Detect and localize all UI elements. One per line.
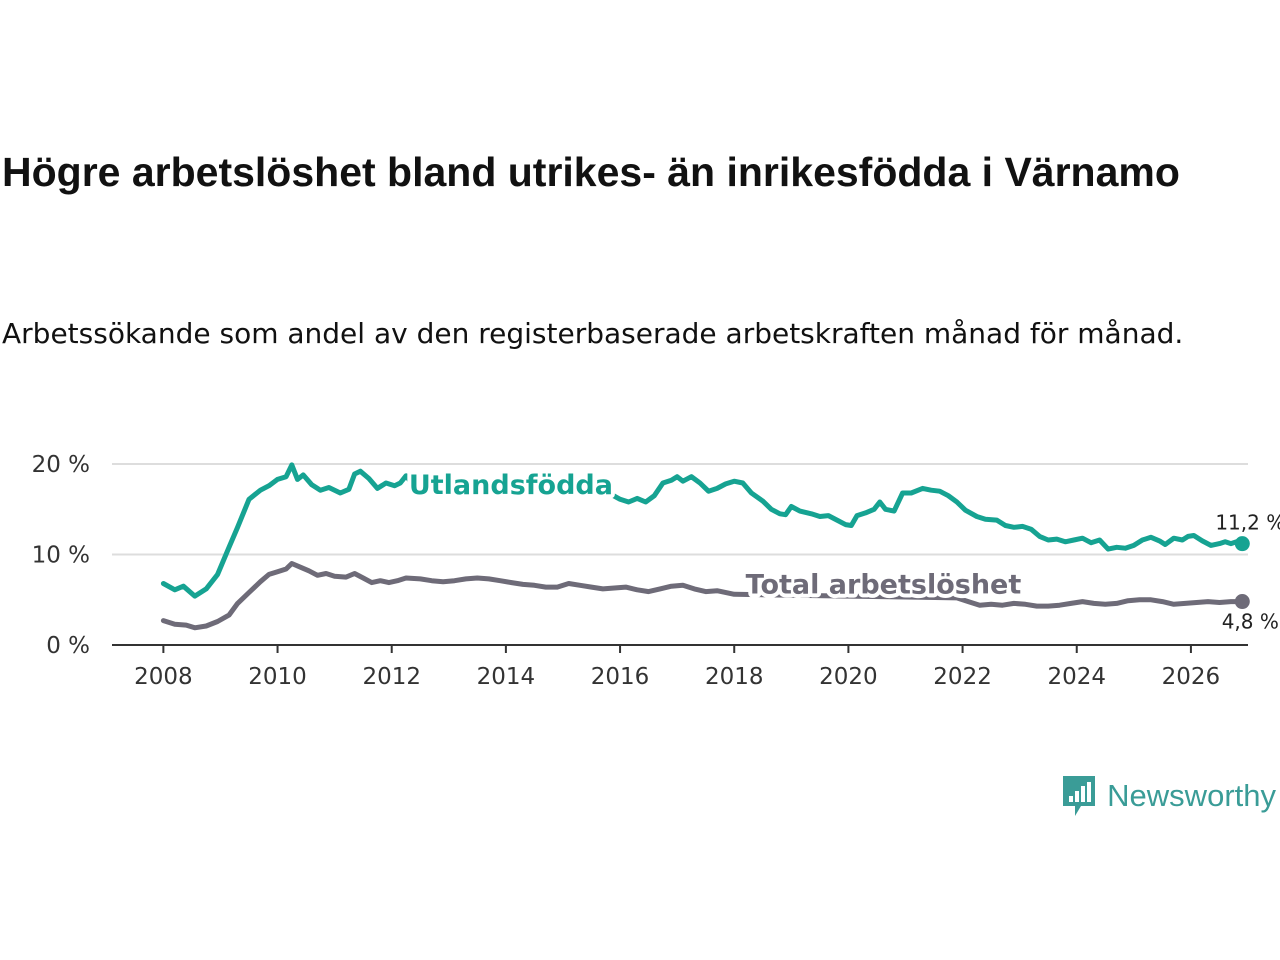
x-tick-label: 2026: [1162, 664, 1221, 690]
line-chart: 2008 2010 2012 2014 2016 2018 2020 2022 2024 2026…: [32, 452, 1280, 690]
y-tick-label: 10 %: [32, 543, 90, 569]
series-label-halo: Utlandsfödda: [409, 470, 613, 501]
x-tick-label: 2008: [134, 664, 193, 690]
series-line-utlandsfodda: [160, 462, 1245, 599]
x-tick-label: 2012: [362, 664, 421, 690]
x-tick-label: 2016: [591, 664, 650, 690]
x-tick-label: 2022: [933, 664, 992, 690]
end-value-label: 11,2 %: [1215, 511, 1280, 535]
x-tick-label: 2018: [705, 664, 764, 690]
gridlines: [112, 463, 1248, 556]
brand-name: Newsworthy: [1107, 778, 1276, 813]
series-line-total: [160, 561, 1245, 631]
newsworthy-logo: Newsworthy: [1061, 774, 1276, 818]
end-value-label: 4,8 %: [1222, 610, 1279, 634]
series-end-point: [1234, 536, 1250, 552]
x-axis: 2008 2010 2012 2014 2016 2018 2020 2022 2024 2026: [112, 644, 1248, 690]
y-tick-label: 0 %: [46, 633, 90, 659]
x-tick-label: 2014: [477, 664, 536, 690]
series-label: Total arbetslöshet: [746, 569, 1022, 600]
x-tick-label: 2010: [248, 664, 307, 690]
y-axis-ticks: 0 % 10 % 20 %: [32, 452, 90, 659]
newsworthy-logo-icon: [1063, 776, 1096, 816]
chart-title: Högre arbetslöshet bland utrikes- än inr…: [2, 149, 1180, 195]
series-lines: [160, 462, 1250, 631]
series-end-point: [1234, 594, 1250, 610]
x-tick-label: 2024: [1047, 664, 1106, 690]
chart-subtitle: Arbetssökande som andel av den registerb…: [2, 317, 1184, 350]
series-label: Utlandsfödda: [409, 470, 613, 501]
series-label-halo: Total arbetslöshet: [746, 569, 1022, 600]
x-tick-label: 2020: [819, 664, 878, 690]
y-tick-label: 20 %: [32, 452, 90, 478]
